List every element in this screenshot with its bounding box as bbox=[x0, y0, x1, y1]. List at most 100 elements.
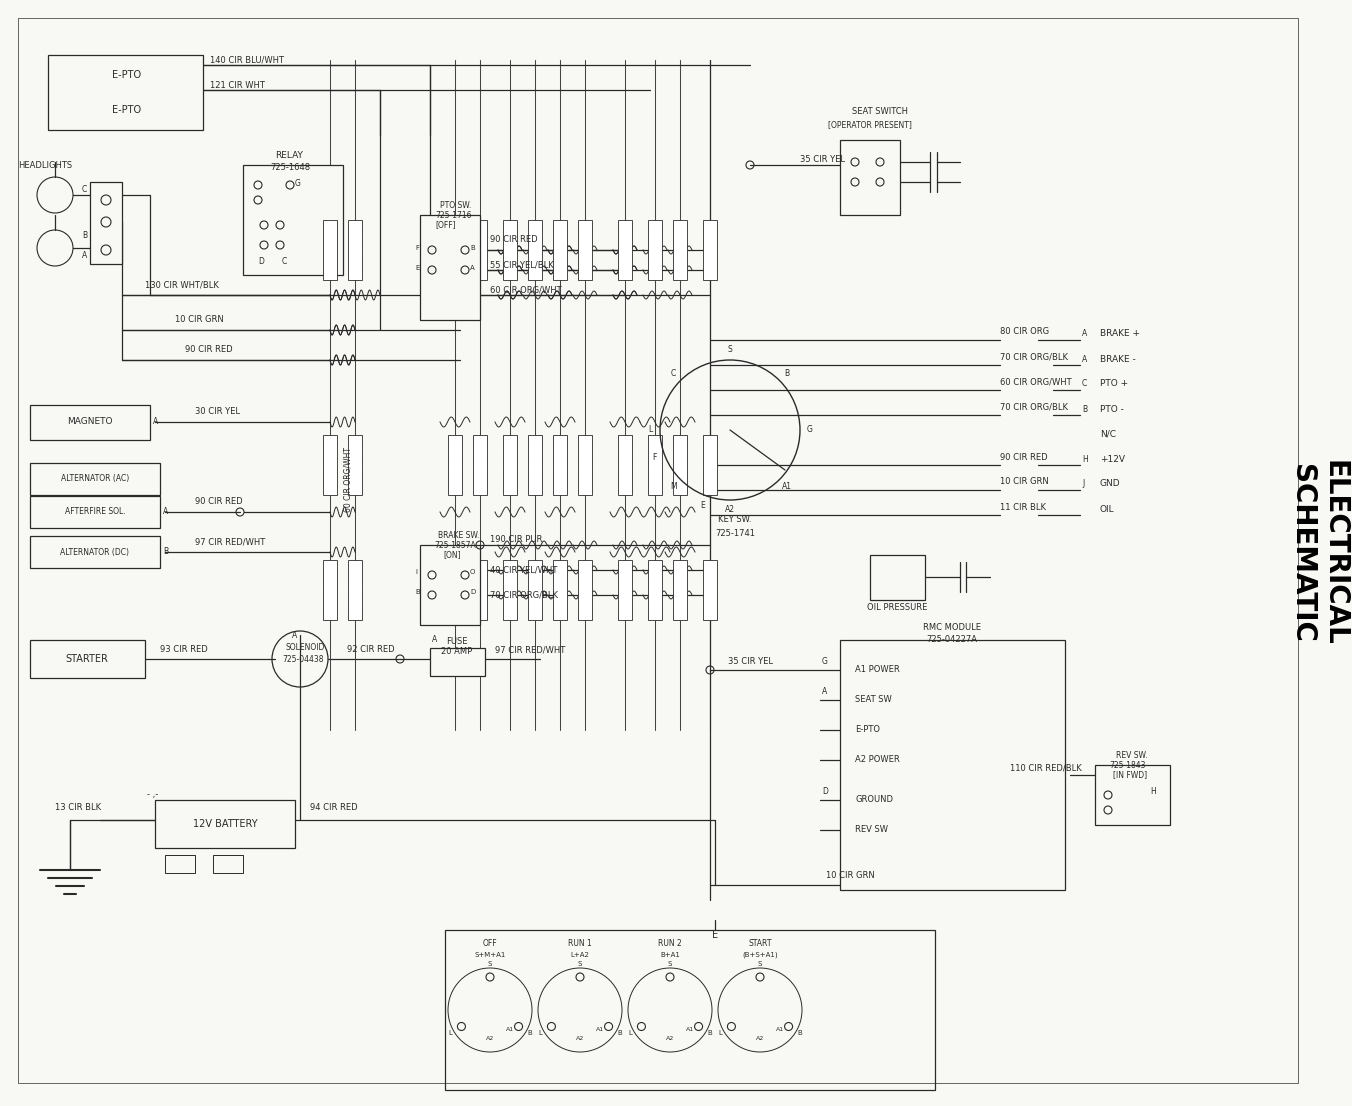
Text: L: L bbox=[449, 1030, 452, 1036]
Text: A: A bbox=[164, 508, 168, 517]
Text: F: F bbox=[653, 452, 657, 462]
Text: 725-04227A: 725-04227A bbox=[926, 636, 977, 645]
Bar bbox=[529, 220, 542, 280]
Text: 90 CIR RED: 90 CIR RED bbox=[489, 236, 538, 244]
Text: [OPERATOR PRESENT]: [OPERATOR PRESENT] bbox=[827, 121, 913, 129]
Text: M: M bbox=[671, 482, 677, 491]
Text: A: A bbox=[153, 417, 158, 427]
Text: PTO +: PTO + bbox=[1101, 379, 1128, 388]
Text: BRAKE +: BRAKE + bbox=[1101, 330, 1140, 338]
Text: A: A bbox=[1082, 355, 1087, 364]
Text: 90 CIR RED: 90 CIR RED bbox=[185, 345, 233, 355]
Text: S: S bbox=[577, 961, 583, 967]
Text: 60 CIR ORG/WHT: 60 CIR ORG/WHT bbox=[1000, 377, 1072, 386]
Bar bbox=[448, 220, 462, 280]
Text: A1: A1 bbox=[781, 482, 791, 491]
Bar bbox=[49, 55, 203, 131]
Text: B: B bbox=[164, 547, 168, 556]
Text: SEAT SWITCH: SEAT SWITCH bbox=[852, 107, 909, 116]
Bar bbox=[473, 220, 487, 280]
Bar bbox=[869, 555, 925, 599]
Bar bbox=[553, 560, 566, 620]
Text: H: H bbox=[1151, 786, 1156, 795]
Bar bbox=[529, 560, 542, 620]
Text: E: E bbox=[415, 265, 419, 271]
Bar bbox=[473, 560, 487, 620]
Bar bbox=[840, 140, 900, 215]
Text: A1: A1 bbox=[685, 1027, 694, 1032]
Text: 55 CIR YEL/BLK: 55 CIR YEL/BLK bbox=[489, 261, 554, 270]
Text: SEAT SW: SEAT SW bbox=[854, 696, 892, 705]
Text: S+M+A1: S+M+A1 bbox=[475, 952, 506, 958]
Text: 725-1648: 725-1648 bbox=[270, 163, 310, 171]
Text: SOLENOID: SOLENOID bbox=[285, 644, 324, 653]
Text: E-PTO: E-PTO bbox=[854, 726, 880, 734]
Text: A: A bbox=[292, 632, 297, 640]
Text: FUSE: FUSE bbox=[446, 637, 468, 647]
Text: 94 CIR RED: 94 CIR RED bbox=[310, 803, 358, 813]
Text: 725-1857A: 725-1857A bbox=[434, 541, 476, 550]
Text: GROUND: GROUND bbox=[854, 795, 894, 804]
Text: A2: A2 bbox=[576, 1035, 584, 1041]
Text: C: C bbox=[1082, 379, 1087, 388]
Text: A1: A1 bbox=[506, 1027, 514, 1032]
Text: 90 CIR RED: 90 CIR RED bbox=[1000, 452, 1048, 461]
Text: A2: A2 bbox=[485, 1035, 493, 1041]
Text: 10 CIR GRN: 10 CIR GRN bbox=[826, 872, 875, 880]
Text: ALTERNATOR (DC): ALTERNATOR (DC) bbox=[61, 547, 130, 556]
Bar bbox=[448, 435, 462, 495]
Bar bbox=[503, 220, 516, 280]
Text: B: B bbox=[798, 1030, 802, 1036]
Bar bbox=[323, 435, 337, 495]
Text: C: C bbox=[671, 369, 676, 378]
Text: S: S bbox=[727, 345, 733, 355]
Text: 725-1716: 725-1716 bbox=[435, 210, 472, 219]
Text: 190 CIR PUR: 190 CIR PUR bbox=[489, 535, 542, 544]
Text: PTO -: PTO - bbox=[1101, 405, 1124, 414]
Bar bbox=[347, 435, 362, 495]
Text: L: L bbox=[718, 1030, 722, 1036]
Text: I: I bbox=[415, 568, 416, 575]
Text: B: B bbox=[470, 246, 475, 251]
Text: A: A bbox=[433, 636, 437, 645]
Text: F: F bbox=[415, 246, 419, 251]
Bar bbox=[553, 220, 566, 280]
Text: B+A1: B+A1 bbox=[660, 952, 680, 958]
Text: START: START bbox=[748, 939, 772, 948]
Bar bbox=[323, 560, 337, 620]
Text: KEY SW.: KEY SW. bbox=[718, 515, 752, 524]
Bar bbox=[155, 800, 295, 848]
Bar bbox=[448, 560, 462, 620]
Bar bbox=[648, 435, 662, 495]
Text: H: H bbox=[1082, 455, 1088, 463]
Text: 70 CIR ORG/BLK: 70 CIR ORG/BLK bbox=[1000, 353, 1068, 362]
Text: A2: A2 bbox=[756, 1035, 764, 1041]
Text: 10 CIR GRN: 10 CIR GRN bbox=[1000, 478, 1049, 487]
Bar bbox=[420, 215, 480, 320]
Text: G: G bbox=[295, 178, 301, 188]
Text: 11 CIR BLK: 11 CIR BLK bbox=[1000, 502, 1046, 511]
Text: 10 CIR GRN: 10 CIR GRN bbox=[174, 315, 223, 324]
Bar bbox=[473, 435, 487, 495]
Text: OIL PRESSURE: OIL PRESSURE bbox=[867, 604, 927, 613]
Text: AFTERFIRE SOL.: AFTERFIRE SOL. bbox=[65, 508, 126, 517]
Bar bbox=[30, 640, 145, 678]
Text: L+A2: L+A2 bbox=[571, 952, 589, 958]
Text: 130 CIR WHT/BLK: 130 CIR WHT/BLK bbox=[145, 281, 219, 290]
Bar bbox=[445, 930, 936, 1091]
Bar bbox=[703, 560, 717, 620]
Text: A: A bbox=[82, 250, 88, 260]
Bar bbox=[579, 560, 592, 620]
Text: B: B bbox=[415, 589, 419, 595]
Text: 70 CIR ORG/BLK: 70 CIR ORG/BLK bbox=[1000, 403, 1068, 411]
Text: 35 CIR YEL: 35 CIR YEL bbox=[727, 657, 772, 667]
Text: ELECTRICAL
SCHEMATIC: ELECTRICAL SCHEMATIC bbox=[1288, 460, 1348, 646]
Bar bbox=[91, 182, 122, 264]
Bar bbox=[618, 220, 631, 280]
Bar bbox=[30, 536, 160, 568]
Text: A: A bbox=[470, 265, 475, 271]
Text: 30 CIR YEL: 30 CIR YEL bbox=[195, 407, 241, 417]
Text: 90 CIR RED: 90 CIR RED bbox=[195, 498, 242, 507]
Text: L: L bbox=[648, 426, 652, 435]
Bar bbox=[673, 435, 687, 495]
